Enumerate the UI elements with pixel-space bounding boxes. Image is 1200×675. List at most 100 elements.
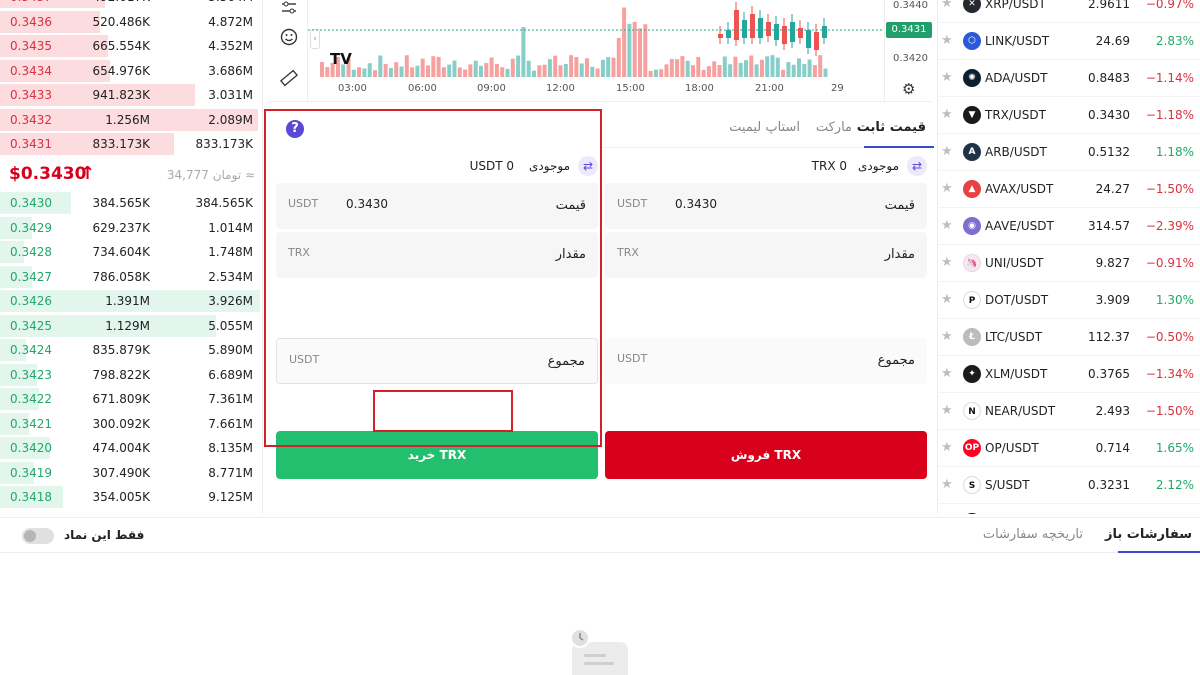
market-row[interactable]: ★ ✦ XLM/USDT 0.3765 −1.34% xyxy=(938,356,1200,393)
bid-total: 5.890M xyxy=(208,343,253,357)
price-chart[interactable]: ‹ TV 0.3440 0.3420 0.3431 03:00 06:00 09… xyxy=(268,0,932,102)
star-icon[interactable]: ★ xyxy=(941,181,953,196)
ask-total: 2.089M xyxy=(208,112,253,127)
star-icon[interactable]: ★ xyxy=(941,403,953,418)
market-row[interactable]: ★ ✕ XRP/USDT 2.9611 −0.97% xyxy=(938,0,1200,23)
buy-total-input[interactable]: مجموع USDT xyxy=(276,338,598,384)
tab-stop-limit[interactable]: استاپ لیمیت xyxy=(729,120,800,135)
bid-row[interactable]: 0.3425 1.129M 5.055M xyxy=(0,314,262,337)
bid-row[interactable]: 0.3426 1.391M 3.926M xyxy=(0,290,262,312)
star-icon[interactable]: ★ xyxy=(941,107,953,122)
only-this-symbol-toggle[interactable] xyxy=(22,528,54,544)
ask-row[interactable]: 0.3436 520.486K 4.872M xyxy=(0,10,262,33)
ask-row[interactable]: 0.3434 654.976K 3.686M xyxy=(0,59,262,82)
tab-order-history[interactable]: تاریخچه سفارشات xyxy=(982,527,1083,542)
tab-market[interactable]: مارکت xyxy=(815,120,852,135)
swap-icon[interactable]: ⇄ xyxy=(907,156,927,176)
volume-bar xyxy=(526,60,531,77)
star-icon[interactable]: ★ xyxy=(941,70,953,85)
candle-body xyxy=(774,24,779,40)
volume-bar xyxy=(632,21,637,77)
sell-amount-input[interactable]: مقدار TRX xyxy=(605,232,927,278)
bid-row[interactable]: 0.3422 671.809K 7.361M xyxy=(0,388,262,410)
volume-bar xyxy=(330,62,335,77)
sell-price-input[interactable]: قیمت 0.3430 USDT xyxy=(605,183,927,229)
swap-icon[interactable]: ⇄ xyxy=(578,156,598,176)
market-row[interactable]: ★ A ARB/USDT 0.5132 1.18% xyxy=(938,134,1200,171)
market-pair: LINK/USDT xyxy=(985,34,1050,48)
market-row[interactable]: ★ ▲ AVAX/USDT 24.27 −1.50% xyxy=(938,171,1200,208)
time-tick: 21:00 xyxy=(755,83,784,94)
volume-bar xyxy=(373,70,377,77)
bid-row[interactable]: 0.3424 835.879K 5.890M xyxy=(0,339,262,361)
volume-bar xyxy=(775,57,780,77)
bid-row[interactable]: 0.3429 629.237K 1.014M xyxy=(0,216,262,239)
bid-row[interactable]: 0.3420 474.004K 8.135M xyxy=(0,437,262,459)
ask-row[interactable]: 0.3431 833.173K 833.173K xyxy=(0,133,262,155)
volume-bar xyxy=(388,67,393,77)
market-row[interactable]: ★ Ł LTC/USDT 112.37 −0.50% xyxy=(938,319,1200,356)
help-icon[interactable]: ? xyxy=(286,120,304,138)
market-row[interactable]: ★ ▼ TRX/USDT 0.3430 −1.18% xyxy=(938,97,1200,134)
volume-bar xyxy=(786,62,791,77)
bid-row[interactable]: 0.3419 307.490K 8.771M xyxy=(0,461,262,484)
star-icon[interactable]: ★ xyxy=(941,33,953,48)
candle-body xyxy=(718,34,723,38)
star-icon[interactable]: ★ xyxy=(941,329,953,344)
bid-row[interactable]: 0.3428 734.604K 1.748M xyxy=(0,241,262,263)
ask-row[interactable]: 0.3432 1.256M 2.089M xyxy=(0,108,262,131)
star-icon[interactable]: ★ xyxy=(941,292,953,307)
bid-row[interactable]: 0.3427 786.058K 2.534M xyxy=(0,265,262,288)
market-row[interactable]: ★ N NEAR/USDT 2.493 −1.50% xyxy=(938,393,1200,430)
bid-total: 1.014M xyxy=(208,220,253,235)
candle-body xyxy=(766,22,771,36)
market-row[interactable]: ★ 🦄 UNI/USDT 9.827 −0.91% xyxy=(938,245,1200,282)
star-icon[interactable]: ★ xyxy=(941,255,953,270)
buy-amount-input[interactable]: مقدار TRX xyxy=(276,232,598,278)
sell-trx-button[interactable]: فروش TRX xyxy=(605,431,927,479)
gear-icon[interactable]: ⚙ xyxy=(902,80,916,98)
buy-price-input[interactable]: قیمت 0.3430 USDT xyxy=(276,183,598,229)
ask-row[interactable]: 0.3437 492.017K 3.564M xyxy=(0,0,262,8)
emoji-tool-icon[interactable] xyxy=(279,27,299,47)
market-row[interactable]: ★ S S/USDT 0.3231 2.12% xyxy=(938,467,1200,504)
market-row[interactable]: ★ OP OP/USDT 0.714 1.65% xyxy=(938,430,1200,467)
star-icon[interactable]: ★ xyxy=(941,0,953,11)
ask-price: 0.3432 xyxy=(10,112,52,127)
bid-row[interactable]: 0.3418 354.005K 9.125M xyxy=(0,486,262,508)
tab-open-orders[interactable]: سفارشات باز xyxy=(1104,527,1192,542)
volume-bar xyxy=(627,23,632,77)
total-unit: USDT xyxy=(289,353,320,366)
volume-bar xyxy=(595,68,600,77)
market-list: ★ ✕ XRP/USDT 2.9611 −0.97% ★ ⬡ LINK/USDT 24.69 2.… xyxy=(937,0,1200,514)
buy-trx-button[interactable]: خرید TRX xyxy=(276,431,598,479)
indicator-tool-icon[interactable] xyxy=(279,0,299,18)
star-icon[interactable]: ★ xyxy=(941,477,953,492)
ask-depth-bar xyxy=(0,59,111,82)
star-icon[interactable]: ★ xyxy=(941,440,953,455)
star-icon[interactable]: ★ xyxy=(941,218,953,233)
bid-row[interactable]: 0.3423 798.822K 6.689M xyxy=(0,363,262,386)
star-icon[interactable]: ★ xyxy=(941,144,953,159)
star-icon[interactable]: ★ xyxy=(941,366,953,381)
market-pair: XLM/USDT xyxy=(985,367,1048,381)
candle-body xyxy=(806,30,811,48)
market-row[interactable]: ★ ◉ AAVE/USDT 314.57 −2.39% xyxy=(938,208,1200,245)
bid-row[interactable]: 0.3421 300.092K 7.661M xyxy=(0,412,262,435)
candle-body xyxy=(790,22,795,42)
market-pair: ADA/USDT xyxy=(985,71,1048,85)
market-row[interactable]: ★ ⬡ LINK/USDT 24.69 2.83% xyxy=(938,23,1200,60)
collapse-toolbar-button[interactable]: ‹ xyxy=(310,29,320,49)
tab-limit[interactable]: قیمت ثابت xyxy=(856,120,926,135)
candlestick-plot[interactable] xyxy=(308,0,932,102)
ruler-tool-icon[interactable] xyxy=(279,68,299,88)
sell-total-input[interactable]: مجموع USDT xyxy=(605,338,927,384)
volume-bar xyxy=(765,56,770,77)
bid-row[interactable]: 0.3430 384.565K 384.565K xyxy=(0,192,262,214)
market-row[interactable]: ★ ✺ ADA/USDT 0.8483 −1.14% xyxy=(938,60,1200,97)
market-row[interactable]: ★ P DOT/USDT 3.909 1.30% xyxy=(938,282,1200,319)
ask-row[interactable]: 0.3435 665.554K 4.352M xyxy=(0,35,262,57)
ask-row[interactable]: 0.3433 941.823K 3.031M xyxy=(0,84,262,106)
price-value: 0.3430 xyxy=(346,197,388,211)
market-row[interactable]: ★≡APT/USDT4.402.34% xyxy=(938,504,1200,514)
